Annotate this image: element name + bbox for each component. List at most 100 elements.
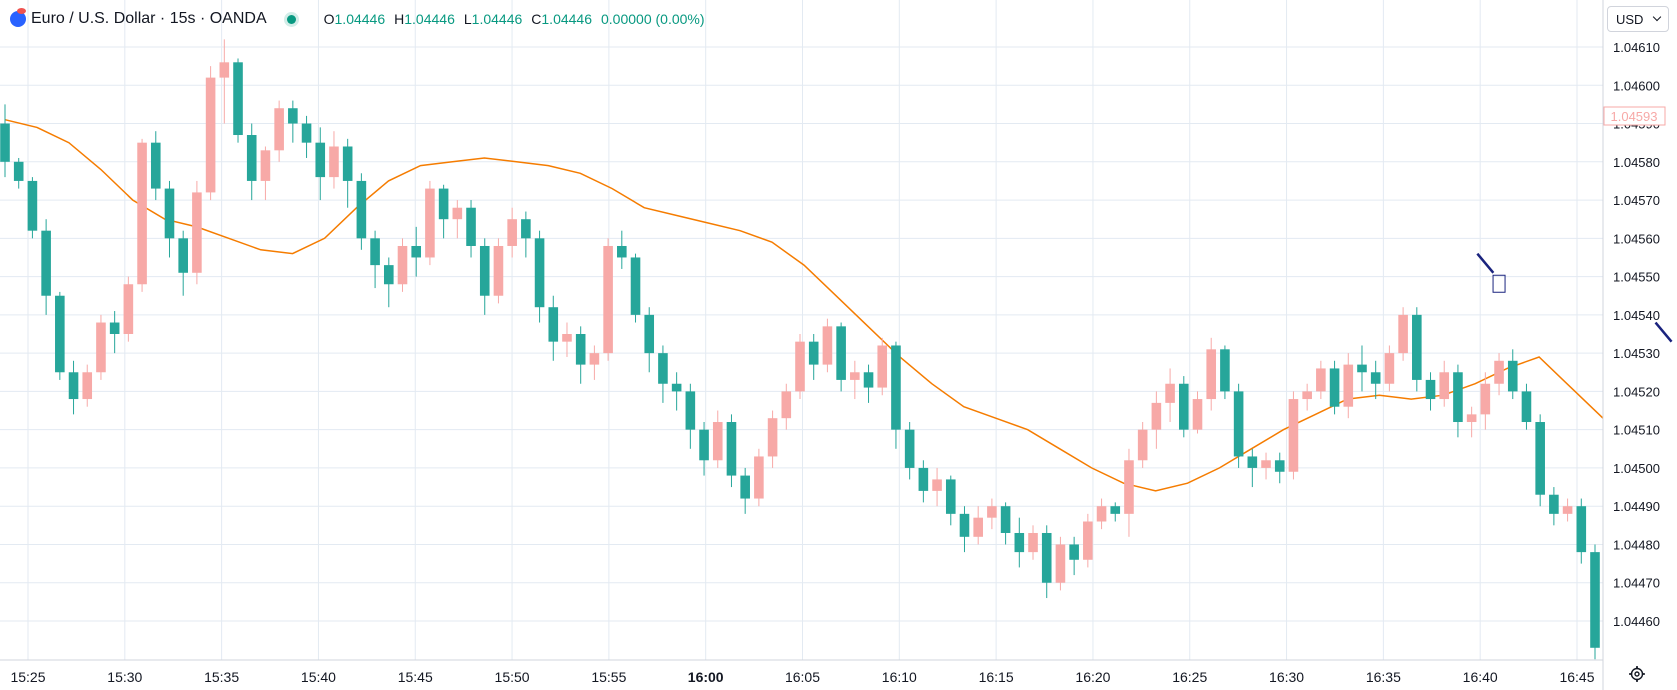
candle [575,326,586,384]
candle [55,291,65,380]
candle-body [1288,399,1299,472]
candle-body [1466,414,1477,423]
candle-body [1370,372,1381,384]
candle-body [1192,399,1203,430]
candle [795,334,805,400]
candle [192,180,202,285]
candle [808,334,819,380]
candle [288,100,298,143]
trend-line-marker[interactable] [1654,321,1673,343]
candle-body [1507,360,1518,392]
candle [438,184,449,239]
exchange-logo-icon [10,8,26,27]
candle-body [1151,402,1162,430]
candle-body [397,245,408,285]
open-label: O [323,11,335,27]
candle [1220,345,1230,400]
box-marker[interactable] [1492,274,1506,293]
candle [1000,502,1011,545]
candle [877,337,888,396]
candle [41,219,51,315]
candles-layer [0,39,1600,660]
candle [1274,452,1285,484]
candle-body [822,326,833,365]
candle-body [356,180,367,239]
time-axis[interactable]: 15:25 15:30 15:35 15:40 15:45 15:50 15:55 16:00… [10,669,1594,685]
candle-body [548,307,559,342]
candle [1535,414,1545,507]
candle [1151,391,1162,449]
candle-body [1274,460,1285,472]
candle-body [479,245,490,296]
candle-body [315,142,326,178]
candle-body [877,345,888,388]
candle [1316,360,1326,400]
y-tick-label: 1.04560 [1613,231,1660,246]
candle-body [1590,552,1600,648]
candle-body [1014,532,1025,553]
candle-body [82,372,93,400]
candle-body [96,322,106,373]
symbol-title[interactable]: Euro / U.S. Dollar · 15s · OANDA [31,10,267,27]
candle-body [411,245,422,258]
candle [1562,498,1573,522]
candle [932,467,942,507]
candle-body [959,513,970,537]
trend-line-marker[interactable] [1476,252,1495,274]
candle-body [192,192,202,273]
candle-body [1233,391,1244,457]
candle-body [589,353,600,365]
drawing-markers[interactable] [1476,252,1673,343]
candle [383,257,394,308]
candle [1261,452,1271,480]
candle [836,322,846,392]
candle-body [658,353,668,384]
candle-body [41,230,51,296]
candle-body [726,422,737,476]
candle [904,422,915,480]
candle [1425,372,1436,411]
market-status-dot-icon[interactable] [286,14,296,24]
y-tick-label: 1.04540 [1613,308,1660,323]
gear-icon[interactable] [1629,666,1645,682]
candle [1178,376,1189,438]
candle [754,448,764,507]
candle-body [246,135,257,181]
close-label: C [531,11,542,27]
candle [822,318,833,373]
candle-body [521,219,531,239]
candle [548,295,559,361]
candle [109,311,120,354]
chart-legend: Euro / U.S. Dollar · 15s · OANDA O 1.0444… [10,8,705,30]
candle-body [1329,368,1340,407]
candle-body [1165,383,1175,403]
candle [1590,544,1600,660]
candle-body [904,429,915,468]
candle [329,131,339,189]
candle [1384,345,1395,392]
candle-body [233,62,243,136]
candle [658,345,668,403]
candle-body [1480,383,1491,415]
x-tick-label: 16:20 [1075,669,1110,685]
x-tick-label: 16:25 [1172,669,1207,685]
candle [123,276,134,342]
candle-body [452,207,463,220]
candle [1329,360,1340,415]
y-tick-label: 1.04520 [1613,384,1660,399]
candle-body [562,334,572,342]
y-tick-label: 1.04550 [1613,270,1660,285]
candle-body [178,238,188,273]
candle [712,410,723,468]
currency-select[interactable]: USD [1607,6,1669,32]
candle-body [932,479,942,491]
candle-body [1110,506,1121,514]
candle [1247,448,1258,488]
candle-body [644,314,655,354]
candle-body [1178,383,1189,430]
candle-body [808,341,819,365]
price-axis[interactable]: 1.046101.046001.045901.045801.045701.045… [1613,40,1660,629]
candle [767,410,778,468]
close-value: 1.04446 [541,11,592,27]
